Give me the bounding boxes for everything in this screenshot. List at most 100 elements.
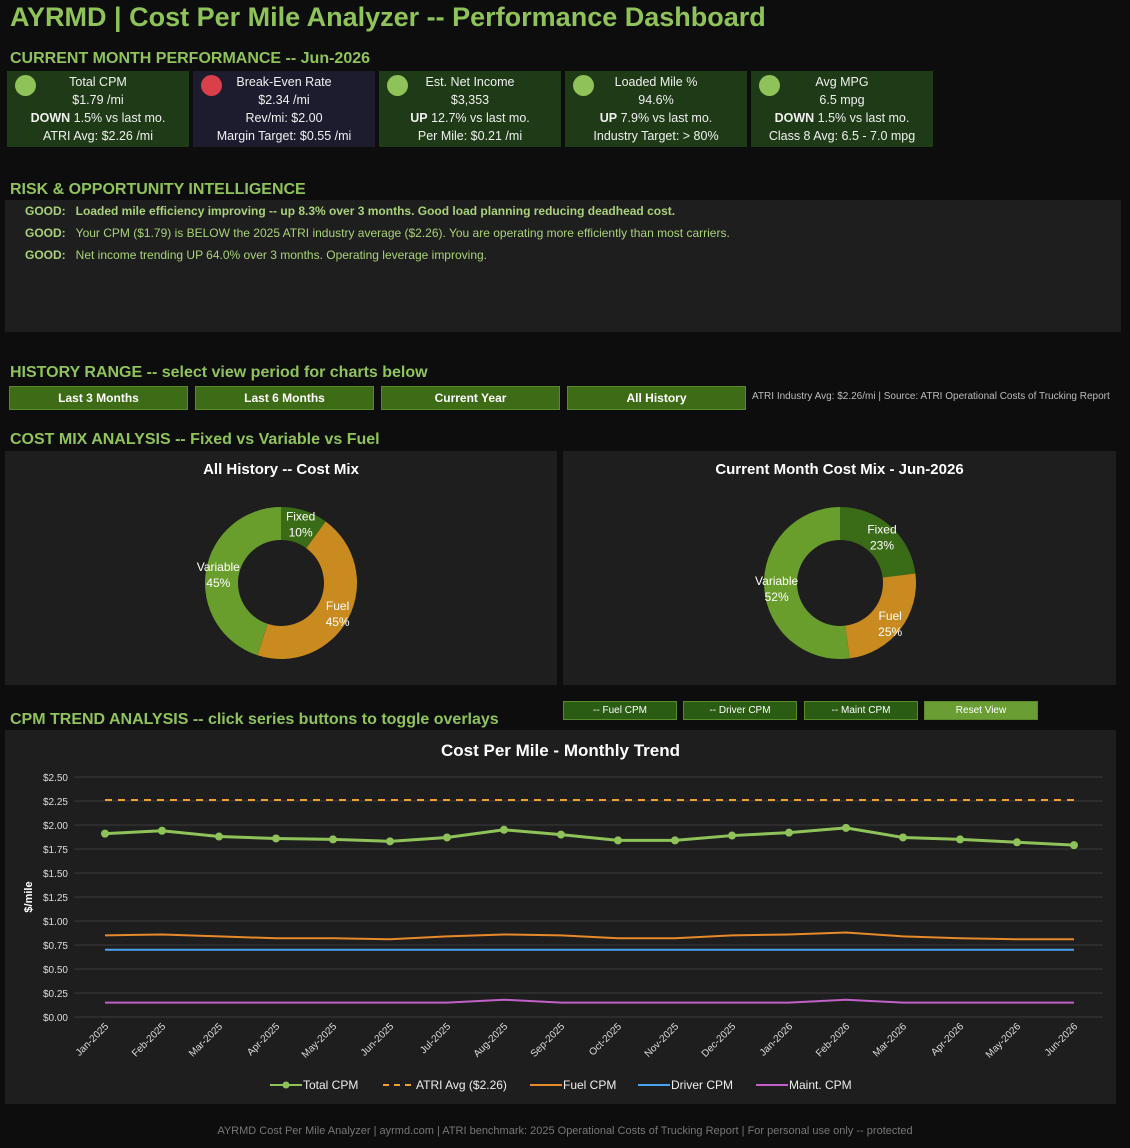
legend-label: Fuel CPM [563,1078,616,1092]
chart-title: Cost Per Mile - Monthly Trend [441,741,680,760]
pie-slice-variable [205,507,281,656]
data-point [1013,838,1021,847]
risk-item: GOOD: Net income trending UP 64.0% over 3… [25,248,487,262]
slice-value-label: 52% [765,590,789,604]
y-tick-label: $1.00 [43,917,68,928]
chart-title: Current Month Cost Mix - Jun-2026 [715,461,964,478]
kpi-label: Avg MPG [815,75,869,89]
kpi-benchmark: Margin Target: $0.55 /mi [216,129,352,143]
data-point [215,832,223,841]
range-current-year-button[interactable]: Current Year [381,386,560,410]
kpi-benchmark: Industry Target: > 80% [593,129,719,143]
risk-item: GOOD: Loaded mile efficiency improving --… [25,204,676,218]
y-tick-label: $0.00 [43,1013,68,1024]
data-point [785,828,793,837]
kpi-benchmark: Class 8 Avg: 6.5 - 7.0 mpg [768,129,916,143]
x-tick-label: Jun-2025 [359,1021,397,1059]
data-point [671,836,679,845]
risk-item: GOOD: Your CPM ($1.79) is BELOW the 2025 … [25,226,730,240]
data-point [386,837,394,846]
slice-label: Fixed [867,522,896,536]
status-indicator-icon [15,75,36,96]
cost-mix-all-history-chart: Fixed 10% Fuel 45% Variable 45% [197,507,357,659]
x-tick-label: Jul-2025 [418,1021,453,1056]
cost-mix-all-history-panel: All History -- Cost Mix Fixed 10% Fuel 45% V… [5,451,557,685]
kpi-value: $2.34 /mi [258,93,310,107]
risk-panel: GOOD: Loaded mile efficiency improving --… [5,200,1121,332]
kpi-card-loaded-mile: Loaded Mile % 94.6% UP 7.9% vs last mo. Ind… [565,71,747,147]
slice-value-label: 10% [289,526,313,540]
data-point [101,829,109,838]
x-tick-label: Oct-2025 [587,1021,624,1058]
kpi-card-total-cpm: Total CPM $1.79 /mi DOWN 1.5% vs last mo. A… [7,71,189,147]
y-tick-label: $1.25 [43,893,68,904]
data-point [956,835,964,844]
slice-label: Fuel [879,609,902,623]
data-point [557,830,565,839]
chart-title: All History -- Cost Mix [203,461,359,478]
kpi-card-break-even-rate: Break-Even Rate $2.34 /mi Rev/mi: $2.00 Mar… [193,71,375,147]
section-current-month: CURRENT MONTH PERFORMANCE -- Jun-2026 [10,50,371,67]
kpi-change: DOWN 1.5% vs last mo. [30,111,166,125]
data-point [614,836,622,845]
data-point [329,835,337,844]
pie-slice-variable [763,507,850,659]
status-indicator-icon [387,75,408,96]
range-last-3-months-button[interactable]: Last 3 Months [9,386,188,410]
pie-slice-fuel [845,573,916,659]
footer-note: AYRMD Cost Per Mile Analyzer | ayrmd.com… [217,1125,913,1137]
kpi-change: UP 7.9% vs last mo. [599,111,713,125]
section-cost-mix: COST MIX ANALYSIS -- Fixed vs Variable v… [10,431,380,448]
legend-label: Driver CPM [671,1078,733,1092]
legend-label: Total CPM [303,1078,358,1092]
kpi-label: Est. Net Income [425,75,515,89]
x-tick-label: Feb-2026 [814,1021,852,1059]
x-tick-label: Jan-2025 [74,1021,112,1059]
pie-slice-fixed [281,507,326,549]
x-tick-label: May-2025 [300,1021,340,1061]
reset-view-button[interactable]: Reset View [924,701,1038,720]
toggle-driver-cpm-button[interactable]: -- Driver CPM [683,701,797,720]
cost-mix-current-month-panel: Current Month Cost Mix - Jun-2026 Fixed 2… [563,451,1116,685]
kpi-value: 94.6% [638,93,674,107]
source-note: ATRI Industry Avg: $2.26/mi | Source: AT… [752,391,1110,402]
range-last-6-months-button[interactable]: Last 6 Months [195,386,374,410]
legend-marker [282,1081,290,1089]
data-point [272,834,280,843]
y-axis-label: $/mile [23,881,35,912]
x-tick-label: Dec-2025 [700,1021,739,1060]
kpi-label: Break-Even Rate [236,75,332,89]
kpi-benchmark: ATRI Avg: $2.26 /mi [42,129,153,143]
x-tick-label: Mar-2025 [187,1021,225,1059]
page-title: AYRMD | Cost Per Mile Analyzer -- Perfor… [10,2,766,32]
kpi-value: $3,353 [450,93,490,107]
kpi-card-avg-mpg: Avg MPG 6.5 mpg DOWN 1.5% vs last mo. Class… [751,71,933,147]
x-tick-label: Aug-2025 [472,1021,511,1060]
kpi-label: Loaded Mile % [614,75,698,89]
data-point [1070,841,1078,850]
kpi-value: 6.5 mpg [819,93,865,107]
slice-label: Fuel [326,599,349,613]
legend-label: Maint. CPM [789,1078,852,1092]
range-all-history-button[interactable]: All History [567,386,746,410]
cost-mix-current-month-chart: Fixed 23% Fuel 25% Variable 52% [755,507,916,659]
pie-slice-fixed [840,507,916,578]
data-point [842,823,850,832]
toggle-fuel-cpm-button[interactable]: -- Fuel CPM [563,701,677,720]
x-tick-label: May-2026 [984,1021,1024,1061]
slice-value-label: 45% [326,615,350,629]
y-tick-label: $0.50 [43,965,68,976]
y-tick-label: $1.75 [43,845,68,856]
x-tick-label: Jun-2026 [1043,1021,1081,1059]
data-point [443,833,451,842]
toggle-maint-cpm-button[interactable]: -- Maint CPM [804,701,918,720]
kpi-change: DOWN 1.5% vs last mo. [774,111,910,125]
y-tick-label: $2.25 [43,797,68,808]
y-tick-label: $2.50 [43,773,68,784]
data-point [899,833,907,842]
kpi-benchmark: Per Mile: $0.21 /mi [417,129,523,143]
slice-label: Variable [197,560,240,574]
section-cpm-trend: CPM TREND ANALYSIS -- click series butto… [10,711,499,728]
data-point [158,826,166,835]
slice-value-label: 23% [870,538,894,552]
